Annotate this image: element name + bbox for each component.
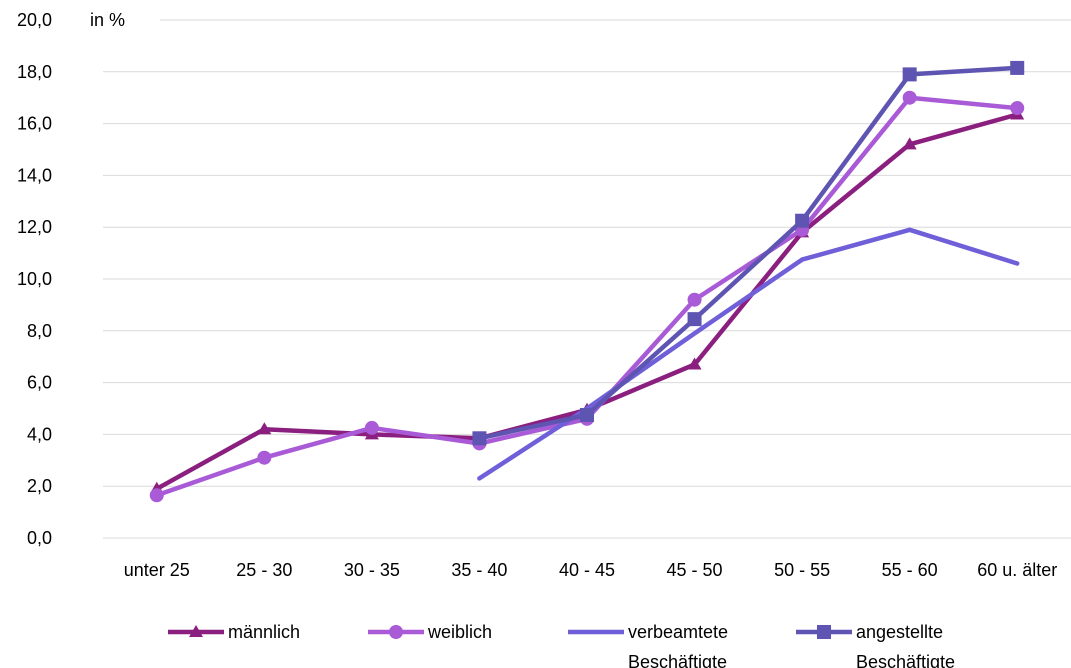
legend-label: männlich xyxy=(228,622,300,642)
x-tick-label: 45 - 50 xyxy=(667,560,723,580)
legend-marker xyxy=(817,625,831,639)
data-point xyxy=(687,292,702,307)
data-point xyxy=(902,90,917,105)
legend-label: weiblich xyxy=(427,622,492,642)
y-tick-label: 4,0 xyxy=(27,424,52,444)
data-point xyxy=(1010,101,1025,116)
series-line xyxy=(154,112,1020,492)
x-tick-label: 60 u. älter xyxy=(977,560,1057,580)
legend-item: weiblich xyxy=(368,622,492,642)
data-point xyxy=(687,312,702,327)
legend: männlich weiblich verbeamtete Beschäftigte a… xyxy=(168,622,955,668)
series-1 xyxy=(149,107,1025,494)
legend-marker xyxy=(389,625,403,639)
y-tick-label: 6,0 xyxy=(27,373,52,393)
data-point xyxy=(795,213,810,228)
data-point xyxy=(902,137,917,150)
data-point xyxy=(902,67,917,82)
x-tick-label: 55 - 60 xyxy=(882,560,938,580)
legend-marker xyxy=(189,625,203,637)
data-point xyxy=(257,450,272,465)
data-point xyxy=(580,407,594,422)
data-point xyxy=(364,420,379,435)
x-tick-label: 35 - 40 xyxy=(451,560,507,580)
data-point xyxy=(472,431,487,446)
legend-item: verbeamtete Beschäftigte xyxy=(568,622,728,668)
legend-label: verbeamtete Beschäftigte xyxy=(628,622,728,668)
legend-item: angestellte Beschäftigte xyxy=(796,622,955,668)
y-tick-label: 2,0 xyxy=(27,476,52,496)
data-point xyxy=(687,357,702,370)
y-tick-label: 8,0 xyxy=(27,321,52,341)
y-axis: 0,0 2,0 4,0 6,0 8,0 10,0 12,0 14,0 16,0 18,0 20,0 xyxy=(17,10,52,548)
y-tick-label: 12,0 xyxy=(17,217,52,237)
series-2 xyxy=(149,90,1025,503)
y-tick-label: 0,0 xyxy=(27,528,52,548)
legend-item: männlich xyxy=(168,622,300,642)
series-line xyxy=(477,65,1020,441)
series-4 xyxy=(472,60,1025,446)
y-tick-label: 20,0 xyxy=(17,10,52,30)
x-tick-label: unter 25 xyxy=(124,560,190,580)
data-point xyxy=(149,488,164,503)
y-tick-label: 10,0 xyxy=(17,269,52,289)
series-line xyxy=(154,95,1020,498)
x-tick-label: 50 - 55 xyxy=(774,560,830,580)
series-group xyxy=(149,60,1025,503)
legend-label: angestellte Beschäftigte xyxy=(856,622,955,668)
x-tick-label: 30 - 35 xyxy=(344,560,400,580)
y-unit-label: in % xyxy=(90,10,125,30)
data-point xyxy=(257,422,272,435)
x-tick-label: 25 - 30 xyxy=(236,560,292,580)
y-tick-label: 16,0 xyxy=(17,114,52,134)
x-axis: unter 25 25 - 30 30 - 35 35 - 40 40 - 45 45 -… xyxy=(124,560,1058,580)
x-tick-label: 40 - 45 xyxy=(559,560,615,580)
y-tick-label: 14,0 xyxy=(17,165,52,185)
y-tick-label: 18,0 xyxy=(17,62,52,82)
data-point xyxy=(1010,60,1025,75)
